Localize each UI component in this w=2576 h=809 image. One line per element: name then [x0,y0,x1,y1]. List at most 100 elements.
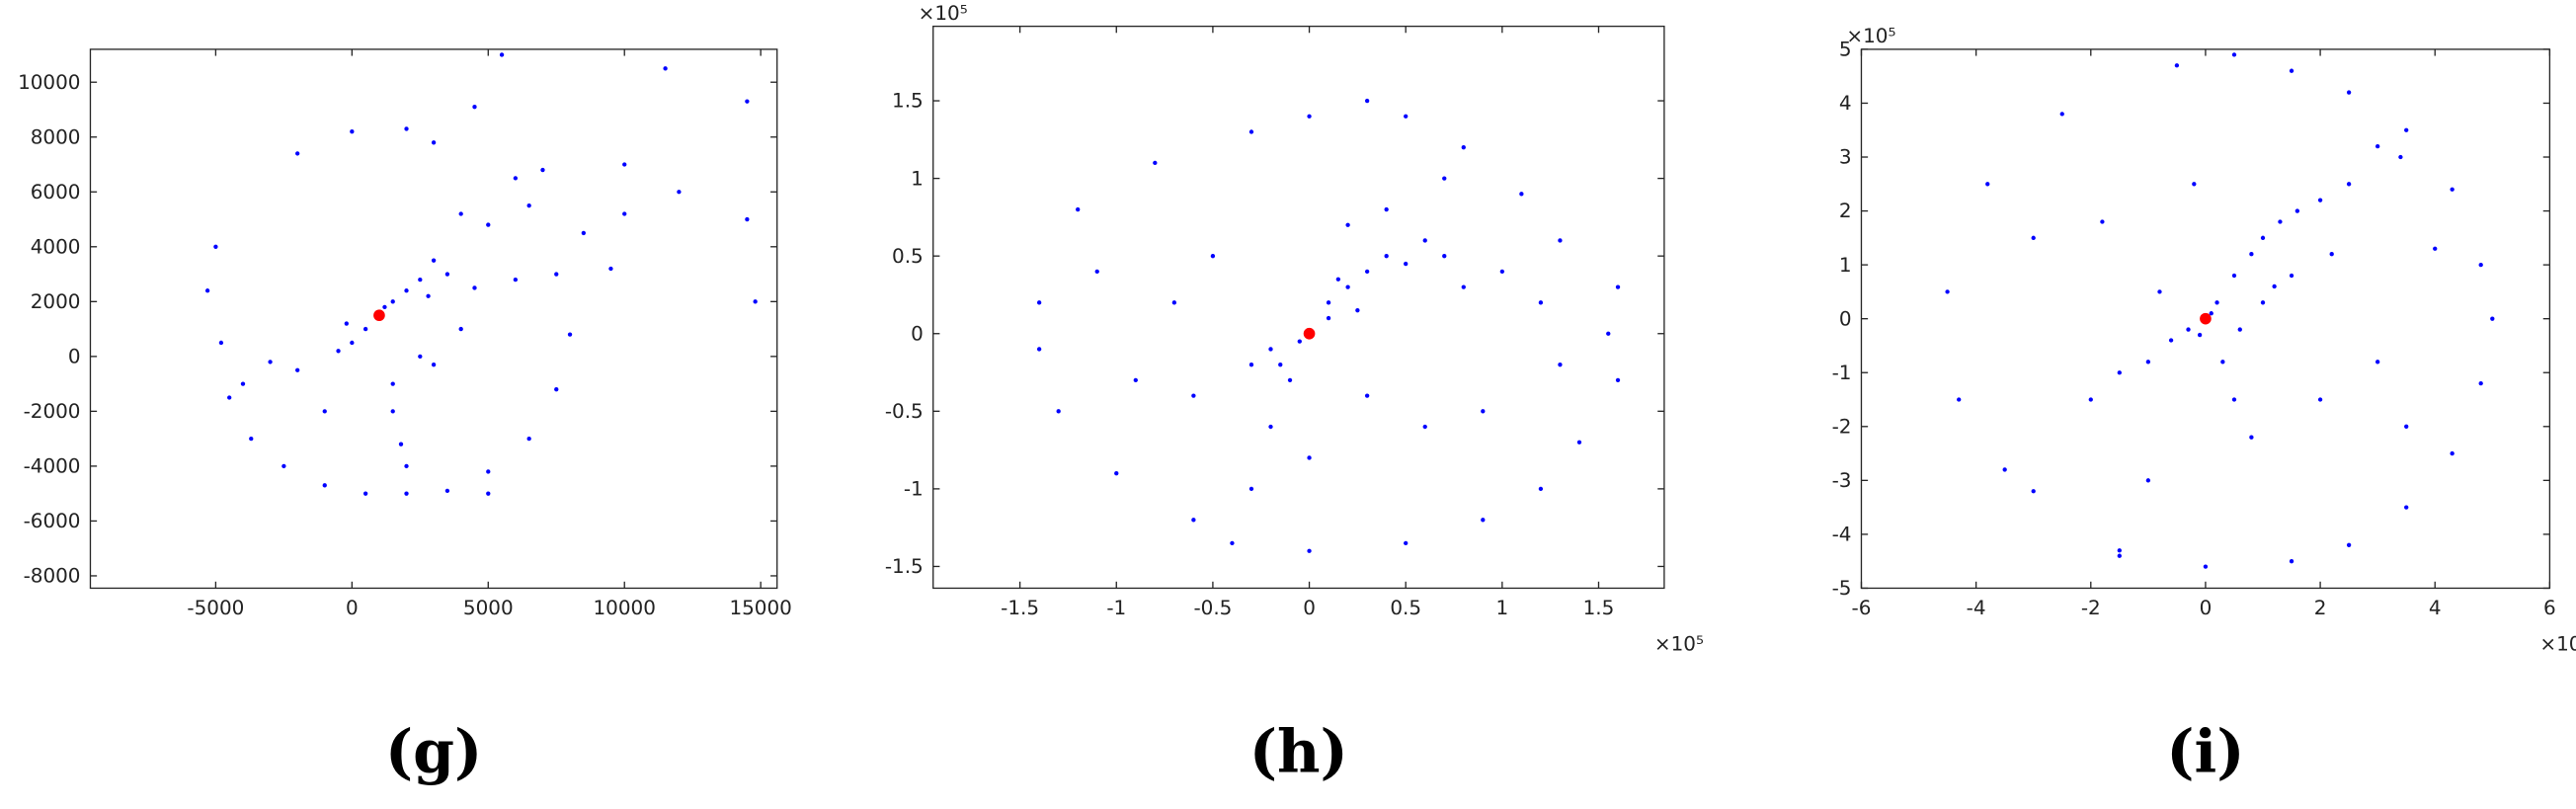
y-tick-label: 0 [1839,306,1852,330]
x-tick-label: 0 [2200,596,2213,619]
y-tick-label: 3 [1839,145,1852,169]
point [540,167,545,173]
point [1335,277,1341,282]
point [1422,424,1427,430]
point [2478,262,2483,268]
point [1364,269,1370,275]
point [486,491,491,496]
point [2145,478,2151,483]
point [1538,300,1544,305]
point [526,436,531,442]
point [2214,300,2219,305]
point [663,66,668,71]
point [362,326,368,332]
plot-area [89,48,778,590]
point [2100,219,2105,224]
point [1268,424,1273,430]
point [390,381,395,386]
y-tick-label: -1.5 [885,554,924,578]
point [1210,254,1216,259]
panel-label: (h) [1249,718,1348,787]
point [2157,289,2162,294]
point [1056,409,1061,414]
point [1481,518,1486,523]
point [322,483,327,488]
y-tick-label: -4000 [24,454,81,478]
point [2346,182,2352,187]
y-tick-label: 4 [1839,91,1852,115]
point [1558,238,1563,243]
point [581,230,587,236]
point [1297,339,1302,344]
x-tick-label: 1.5 [1583,596,1615,619]
point [745,99,750,104]
point [2490,316,2495,321]
point [2478,380,2483,386]
x-multiplier: ×10⁵ [2539,632,2576,656]
point [2317,397,2323,402]
x-tick-label: 4 [2429,596,2442,619]
point [2220,360,2225,364]
x-tick-label: 0 [346,596,359,619]
y-tick-label: -1 [1832,361,1852,384]
y-tick-label: -6000 [24,509,81,532]
point [1615,377,1621,383]
point [350,129,355,134]
y-tick-label: -5 [1832,576,1852,600]
point [472,285,477,290]
point [2231,52,2237,57]
point [1307,114,1312,119]
point [513,176,519,181]
point [294,367,300,372]
point [1268,347,1273,352]
x-multiplier: ×10⁵ [1654,632,1704,656]
point [2398,154,2403,160]
point [404,463,409,469]
x-tick-label: 0 [1303,596,1316,619]
point [1364,393,1370,398]
point [2168,338,2174,343]
point [398,442,404,446]
point [1404,114,1409,119]
point [268,360,273,364]
point [1945,289,1950,294]
point [458,326,463,332]
x-tick-label: -4 [1967,596,1986,619]
point [2260,300,2266,305]
point [227,395,232,400]
point [1094,269,1099,275]
point [2404,505,2409,510]
point [1615,284,1621,289]
point [2231,273,2237,279]
y-tick-label: -8000 [24,564,81,588]
point [2404,424,2409,429]
point [2059,112,2064,117]
point [2272,283,2277,289]
x-tick-label: -1 [1106,596,1126,619]
point [431,363,437,367]
point [753,299,758,304]
point [1307,455,1312,460]
point [2031,235,2036,241]
point [1538,486,1544,492]
point [218,340,224,346]
x-tick-label: 0.5 [1390,596,1421,619]
point [2249,252,2254,257]
point [2450,450,2455,456]
y-tick-label: 1 [911,166,924,190]
point [1355,308,1360,313]
point [431,140,437,145]
point [1230,540,1235,546]
x-tick-label: 5000 [463,596,514,619]
point [2329,252,2334,257]
point [526,202,531,208]
x-tick-label: -1.5 [1001,596,1039,619]
y-tick-label: -2 [1832,414,1852,438]
y-tick-label: -3 [1832,468,1852,492]
point [1303,327,1316,340]
point [1287,377,1293,383]
point [608,266,613,272]
point [418,354,423,360]
point [2260,235,2266,241]
